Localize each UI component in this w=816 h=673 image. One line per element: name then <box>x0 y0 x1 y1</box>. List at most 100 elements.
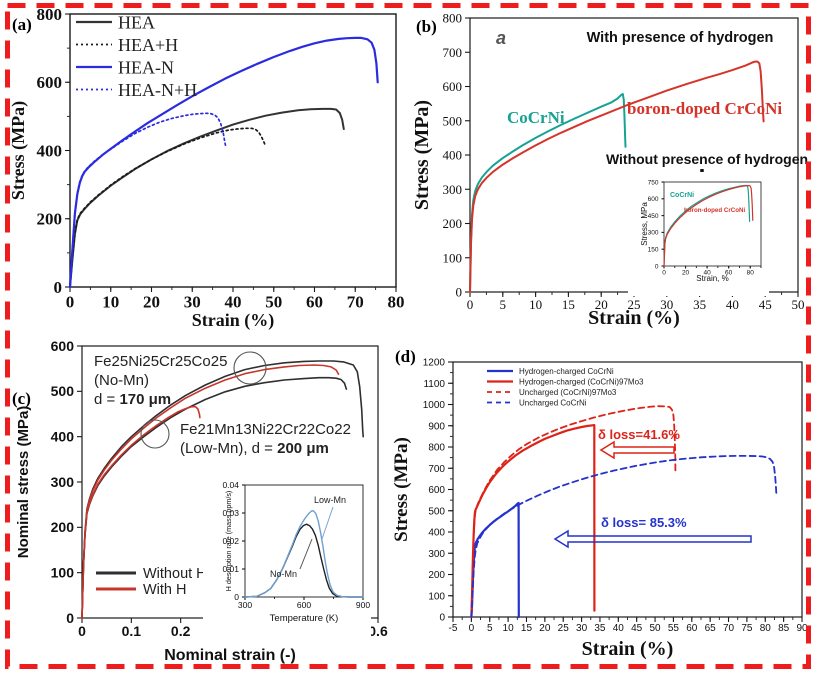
svg-text:600: 600 <box>37 73 63 92</box>
svg-text:700: 700 <box>428 464 445 475</box>
svg-text:0.04: 0.04 <box>222 480 239 490</box>
svg-text:Fe25Ni25Cr25Co25: Fe25Ni25Cr25Co25 <box>94 353 227 370</box>
svg-text:200: 200 <box>51 519 75 535</box>
svg-text:0: 0 <box>456 285 463 300</box>
svg-text:0: 0 <box>469 623 475 634</box>
svg-text:20: 20 <box>539 623 551 634</box>
svg-text:Stress (MPa): Stress (MPa) <box>8 101 29 200</box>
svg-text:400: 400 <box>37 141 63 160</box>
svg-text:15: 15 <box>562 297 575 312</box>
svg-text:300: 300 <box>428 549 445 560</box>
panel-c-chart: 00.10.20.30.40.50.60100200300400500600No… <box>12 338 388 664</box>
svg-text:80: 80 <box>760 623 772 634</box>
svg-text:10: 10 <box>102 293 119 312</box>
svg-text:0: 0 <box>662 269 666 276</box>
svg-text:5: 5 <box>500 297 507 312</box>
svg-text:HEA+H: HEA+H <box>118 35 178 55</box>
svg-text:boron-doped CrCoNi: boron-doped CrCoNi <box>627 99 782 118</box>
svg-text:Without H: Without H <box>143 566 207 582</box>
svg-text:1200: 1200 <box>423 358 446 369</box>
svg-text:50: 50 <box>265 293 282 312</box>
svg-text:200: 200 <box>428 570 445 581</box>
svg-text:100: 100 <box>443 250 463 265</box>
svg-text:400: 400 <box>443 148 463 163</box>
svg-text:30: 30 <box>576 623 588 634</box>
svg-text:Hydrogen-charged (CoCrNi)97Mo3: Hydrogen-charged (CoCrNi)97Mo3 <box>519 377 644 386</box>
svg-text:600: 600 <box>428 485 445 496</box>
svg-text:a: a <box>496 28 506 48</box>
svg-text:δ loss= 85.3%: δ loss= 85.3% <box>601 515 687 530</box>
svg-text:0: 0 <box>234 592 239 602</box>
svg-text:300: 300 <box>443 182 463 197</box>
svg-text:0: 0 <box>467 297 474 312</box>
svg-text:75: 75 <box>741 623 753 634</box>
svg-text:With presence of hydrogen: With presence of hydrogen <box>587 30 774 46</box>
svg-text:400: 400 <box>428 528 445 539</box>
svg-text:Fe21Mn13Ni22Cr22Co22: Fe21Mn13Ni22Cr22Co22 <box>180 421 351 438</box>
svg-text:Stress, MPa: Stress, MPa <box>640 202 649 246</box>
svg-text:Hydrogen-charged CoCrNi: Hydrogen-charged CoCrNi <box>519 367 614 376</box>
svg-text:30: 30 <box>184 293 201 312</box>
svg-text:150: 150 <box>648 246 659 253</box>
panel-d: -5 0 5 10 15 20 25 30 35 40 45 50 55 60 65 70 75 80 85 90 0 1… <box>385 330 816 673</box>
svg-text:HEA: HEA <box>118 12 155 32</box>
svg-text:90: 90 <box>796 623 808 634</box>
svg-text:40: 40 <box>726 297 739 312</box>
svg-text:85: 85 <box>778 623 790 634</box>
svg-text:100: 100 <box>428 591 445 602</box>
svg-text:35: 35 <box>693 297 706 312</box>
svg-text:Strain (%): Strain (%) <box>192 310 275 331</box>
svg-text:20: 20 <box>143 293 160 312</box>
svg-text:45: 45 <box>631 623 643 634</box>
svg-text:0: 0 <box>78 623 86 639</box>
svg-text:35: 35 <box>594 623 606 634</box>
svg-text:40: 40 <box>225 293 242 312</box>
svg-text:100: 100 <box>51 565 75 581</box>
svg-text:300: 300 <box>648 230 659 237</box>
svg-text:25: 25 <box>558 623 570 634</box>
svg-text:500: 500 <box>443 113 463 128</box>
svg-text:Without presence of hydrogen: Without presence of hydrogen <box>606 151 808 167</box>
svg-text:300: 300 <box>51 474 75 490</box>
panel-b: 0 5 10 15 20 25 30 35 40 45 50 0 100 200 300 400 500 600 7… <box>408 0 816 336</box>
svg-text:500: 500 <box>51 383 75 399</box>
svg-text:800: 800 <box>428 443 445 454</box>
svg-text:55: 55 <box>668 623 680 634</box>
svg-text:Nominal strain (-): Nominal strain (-) <box>164 647 296 664</box>
svg-text:900: 900 <box>428 421 445 432</box>
svg-text:0: 0 <box>54 278 63 297</box>
svg-text:Strain, %: Strain, % <box>696 274 728 283</box>
svg-text:boron-doped CrCoNi: boron-doped CrCoNi <box>684 207 745 214</box>
svg-text:(No-Mn): (No-Mn) <box>94 372 149 389</box>
svg-text:0: 0 <box>66 610 74 626</box>
panel-a: 0 10 20 30 40 50 60 70 80 0 200 400 600 800 Strain (%)… <box>0 0 408 336</box>
svg-text:900: 900 <box>356 600 370 610</box>
svg-text:0: 0 <box>655 263 659 270</box>
svg-text:10: 10 <box>503 623 515 634</box>
svg-text:No-Mn: No-Mn <box>270 569 297 579</box>
svg-text:200: 200 <box>37 210 63 229</box>
svg-text:600: 600 <box>648 196 659 203</box>
svg-text:-5: -5 <box>449 623 458 634</box>
svg-text:15: 15 <box>521 623 533 634</box>
svg-text:200: 200 <box>443 216 463 231</box>
svg-text:50: 50 <box>649 623 661 634</box>
panel-b-chart: 0 5 10 15 20 25 30 35 40 45 5001002003004005006007… <box>411 11 808 329</box>
svg-text:(a): (a) <box>12 15 32 34</box>
svg-text:1100: 1100 <box>423 379 445 390</box>
svg-text:Stress (MPa): Stress (MPa) <box>411 100 433 210</box>
svg-text:0: 0 <box>439 613 445 624</box>
svg-text:With H: With H <box>143 582 187 598</box>
svg-text:60: 60 <box>686 623 698 634</box>
svg-text:70: 70 <box>347 293 364 312</box>
svg-text:70: 70 <box>723 623 735 634</box>
svg-text:300: 300 <box>238 600 252 610</box>
svg-text:600: 600 <box>297 600 311 610</box>
svg-text:H desorption rate (mass ppm/s): H desorption rate (mass ppm/s) <box>224 491 233 592</box>
svg-text:d = 170 μm: d = 170 μm <box>94 391 171 408</box>
svg-text:(Low-Mn), d = 200 μm: (Low-Mn), d = 200 μm <box>180 440 329 457</box>
panel-c: 00.10.20.30.40.50.60100200300400500600No… <box>0 330 408 673</box>
svg-text:CoCrNi: CoCrNi <box>670 192 694 199</box>
svg-text:45: 45 <box>759 297 772 312</box>
